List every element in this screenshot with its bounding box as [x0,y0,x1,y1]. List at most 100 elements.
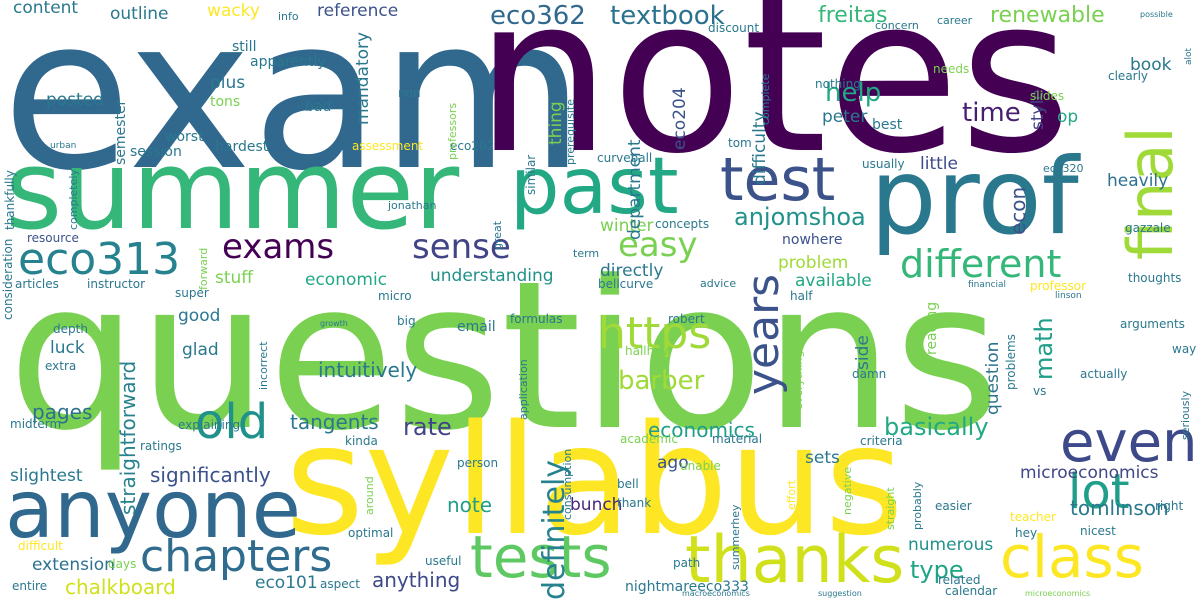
cloud-word-eco313: eco313 [18,234,181,285]
cloud-word-financial: financial [968,280,1007,290]
cloud-word-email: email [457,319,496,335]
cloud-word-gazzale: gazzale [1125,221,1171,235]
cloud-word-everything: everything [792,350,805,410]
cloud-word-pages: pages [32,400,93,424]
cloud-word-half: half [790,289,813,303]
cloud-word-thing: thing [546,101,566,145]
cloud-word-non: non [398,86,421,100]
cloud-word-summer: summer [5,126,460,254]
cloud-word-understanding: understanding [430,266,554,286]
cloud-word-arguments: arguments [1120,317,1185,331]
cloud-word-nicest: nicest [1080,524,1116,538]
cloud-word-prof: prof [870,136,1079,258]
cloud-word-worst: worst [165,129,204,145]
cloud-word-criteria: criteria [860,434,903,448]
cloud-word-professors: professors [446,102,459,160]
cloud-word-days: days [108,557,137,571]
cloud-word-right: right [1155,499,1184,513]
cloud-word-type: type [910,556,964,584]
cloud-word-microeconomics: microeconomics [1020,463,1159,483]
cloud-word-incorrect: incorrect [257,341,270,390]
cloud-word-concepts: concepts [655,217,710,231]
cloud-word-lot: lot [1068,464,1130,520]
cloud-word-calendar: calendar [945,584,998,598]
cloud-word-teacher: teacher [1010,510,1056,524]
cloud-word-syllabus: syllabus [285,392,904,569]
cloud-word-application: application [517,359,530,420]
cloud-word-little: little [920,154,958,174]
cloud-word-professor: professor [1030,279,1087,293]
cloud-word-advice: advice [700,277,737,290]
cloud-word-great: great [491,220,504,250]
cloud-word-microeconmics-small: microeconomics [1025,589,1091,598]
cloud-word-probably: probably [911,481,924,530]
cloud-word-career: career [937,14,973,27]
cloud-word-around: around [363,476,376,515]
cloud-word-resource: resource [27,231,79,245]
cloud-word-exams: exams [222,227,335,267]
cloud-word-explaining: explaining [178,418,241,432]
cloud-word-tangents: tangents [290,410,379,434]
cloud-word-eco101: eco101 [255,573,318,593]
cloud-word-consumption: consumption [561,448,574,520]
cloud-word-person: person [457,456,499,470]
cloud-word-hallhey: hallhey [625,344,669,358]
cloud-word-help: help [825,78,882,108]
cloud-word-different: different [900,242,1062,286]
cloud-word-available: available [795,271,872,291]
cloud-word-problem: problem [778,253,849,273]
cloud-word-past: past [510,142,679,232]
cloud-word-heavily: heavily [1107,171,1169,191]
cloud-word-intuitively: intuitively [318,358,418,382]
cloud-word-slightest: slightest [10,466,83,486]
cloud-word-micro: micro [378,289,412,303]
cloud-word-ago: ago [657,453,689,473]
cloud-word-outline: outline [110,4,169,24]
cloud-word-eco202: eco202 [450,139,495,153]
cloud-word-kinda: kinda [345,434,378,448]
cloud-word-aspect: aspect [320,577,360,591]
cloud-word-formulas: formulas [510,312,563,326]
cloud-word-instructor: instructor [87,277,146,291]
cloud-word-useful: useful [425,554,462,568]
cloud-word-years: years [738,273,789,395]
cloud-word-way: way [1172,342,1197,356]
cloud-word-discount: discount [708,21,760,35]
cloud-word-actually: actually [1080,367,1128,381]
cloud-word-tests: tests [470,523,612,591]
cloud-word-reference: reference [317,1,399,21]
cloud-word-side: side [853,335,873,370]
cloud-word-thoughts: thoughts [1128,271,1182,285]
cloud-word-completely: completely [67,169,80,230]
cloud-word-extension: extension [32,555,115,575]
cloud-word-related: related [938,573,981,587]
cloud-word-slides: slides [1030,89,1065,103]
cloud-word-anyone: anyone [5,463,301,556]
cloud-word-academic: academic [620,432,678,446]
cloud-word-eco362: eco362 [490,1,586,31]
cloud-word-bell: bell [617,477,639,491]
cloud-word-content: content [13,0,79,18]
cloud-word-needs: needs [933,62,970,76]
cloud-word-renewable: renewable [990,3,1105,28]
cloud-word-winter: winter [600,216,654,236]
cloud-word-chalkboard: chalkboard [65,575,176,599]
cloud-word-consideration: consideration [1,238,15,320]
cloud-word-hardest: hardest [215,139,269,155]
cloud-word-plus: plus [210,73,246,93]
cloud-word-economics: economics [648,418,755,442]
cloud-word-anything: anything [372,568,461,592]
cloud-word-usually: usually [862,157,905,171]
cloud-word-entire: entire [12,579,48,593]
cloud-word-final: final [1114,126,1187,260]
cloud-word-forward: forward [197,247,210,290]
cloud-word-rate: rate [403,413,452,441]
cloud-word-clearly: clearly [1108,69,1149,83]
cloud-word-posted: posted [46,90,104,110]
cloud-word-chapters: chapters [140,531,333,582]
cloud-word-basically: basically [884,413,989,441]
cloud-word-question: question [983,341,1003,415]
cloud-word-nightmareeco333: nightmareeco333 [625,579,749,595]
cloud-word-semester: semester [113,99,129,165]
cloud-word-still: still [232,39,257,55]
